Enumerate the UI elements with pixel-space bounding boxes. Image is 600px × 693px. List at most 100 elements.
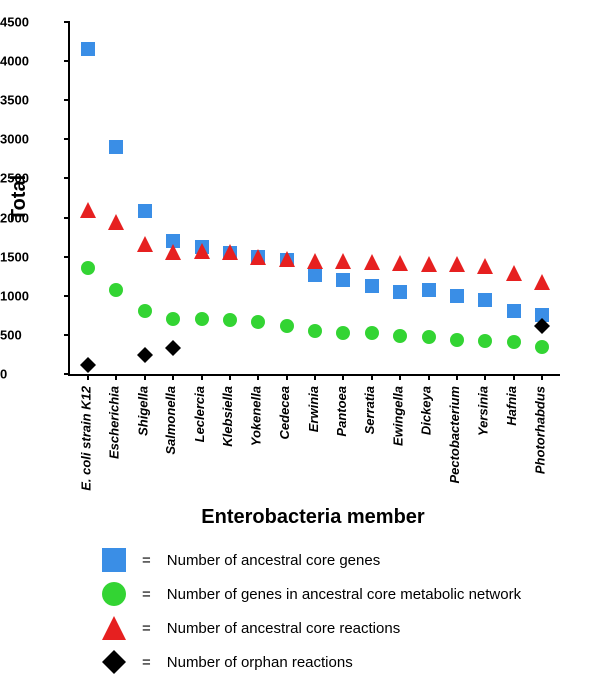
legend-label: Number of orphan reactions	[167, 654, 353, 671]
data-point	[534, 318, 550, 334]
page-root: Total Enterobacteria member =Number of a…	[0, 0, 600, 693]
legend-equals: =	[142, 620, 151, 637]
data-point	[534, 274, 550, 290]
x-tick-mark	[172, 374, 174, 380]
data-point	[307, 253, 323, 269]
x-tick-mark	[541, 374, 543, 380]
data-point	[280, 319, 294, 333]
legend-item: = Number of ancestral core reactions	[100, 614, 521, 642]
data-point	[137, 236, 153, 252]
y-tick-label: 0	[0, 367, 62, 382]
y-tick-label: 1500	[0, 249, 62, 264]
data-point	[165, 244, 181, 260]
y-tick-mark	[64, 334, 70, 336]
data-point	[535, 340, 549, 354]
x-tick-mark	[428, 374, 430, 380]
triangle-icon	[100, 614, 128, 642]
data-point	[365, 279, 379, 293]
data-point	[109, 283, 123, 297]
data-point	[450, 333, 464, 347]
x-tick-mark	[371, 374, 373, 380]
legend-equals: =	[142, 586, 151, 603]
x-tick-mark	[115, 374, 117, 380]
data-point	[308, 268, 322, 282]
data-point	[165, 340, 181, 356]
data-point	[393, 285, 407, 299]
y-tick-mark	[64, 217, 70, 219]
data-point	[138, 304, 152, 318]
legend-label: Number of ancestral core reactions	[167, 620, 400, 637]
data-point	[507, 335, 521, 349]
data-point	[137, 347, 153, 363]
x-tick-mark	[456, 374, 458, 380]
x-tick-mark	[484, 374, 486, 380]
y-tick-label: 2500	[0, 171, 62, 186]
data-point	[108, 214, 124, 230]
data-point	[80, 357, 96, 373]
data-point	[223, 313, 237, 327]
legend-label: Number of genes in ancestral core metabo…	[167, 586, 521, 603]
data-point	[449, 256, 465, 272]
data-point	[507, 304, 521, 318]
data-point	[506, 265, 522, 281]
data-point	[81, 261, 95, 275]
legend-item: = Number of ancestral core genes	[100, 546, 521, 574]
y-tick-label: 2000	[0, 210, 62, 225]
x-tick-mark	[87, 374, 89, 380]
y-tick-label: 3500	[0, 93, 62, 108]
circle-icon	[100, 580, 128, 608]
data-point	[450, 289, 464, 303]
data-point	[364, 254, 380, 270]
data-point	[477, 258, 493, 274]
legend-equals: =	[142, 552, 151, 569]
data-point	[251, 315, 265, 329]
square-icon	[100, 546, 128, 574]
data-point	[308, 324, 322, 338]
x-tick-mark	[229, 374, 231, 380]
chart-legend: = Number of ancestral core genes = Number o…	[100, 540, 521, 682]
data-point	[336, 273, 350, 287]
x-tick-mark	[286, 374, 288, 380]
data-point	[478, 334, 492, 348]
y-tick-mark	[64, 373, 70, 375]
data-point	[138, 204, 152, 218]
y-tick-mark	[64, 177, 70, 179]
data-point	[222, 244, 238, 260]
x-tick-mark	[201, 374, 203, 380]
data-point	[422, 283, 436, 297]
x-tick-mark	[399, 374, 401, 380]
x-tick-mark	[314, 374, 316, 380]
data-point	[166, 312, 180, 326]
y-tick-label: 3000	[0, 132, 62, 147]
y-tick-label: 4500	[0, 15, 62, 30]
x-tick-mark	[257, 374, 259, 380]
chart-plot-area	[68, 22, 560, 376]
data-point	[80, 202, 96, 218]
y-tick-mark	[64, 138, 70, 140]
y-tick-mark	[64, 295, 70, 297]
diamond-icon	[100, 648, 128, 676]
x-axis-label: Enterobacteria member	[201, 506, 424, 529]
legend-item: = Number of genes in ancestral core metab…	[100, 580, 521, 608]
data-point	[195, 312, 209, 326]
y-tick-mark	[64, 60, 70, 62]
legend-item: = Number of orphan reactions	[100, 648, 521, 676]
data-point	[422, 330, 436, 344]
data-point	[393, 329, 407, 343]
y-tick-label: 1000	[0, 288, 62, 303]
data-point	[279, 251, 295, 267]
y-tick-mark	[64, 21, 70, 23]
data-point	[194, 243, 210, 259]
data-point	[81, 42, 95, 56]
y-tick-label: 4000	[0, 54, 62, 69]
data-point	[336, 326, 350, 340]
data-point	[365, 326, 379, 340]
data-point	[478, 293, 492, 307]
data-point	[392, 255, 408, 271]
legend-label: Number of ancestral core genes	[167, 552, 380, 569]
legend-equals: =	[142, 654, 151, 671]
data-point	[109, 140, 123, 154]
data-point	[250, 249, 266, 265]
y-tick-mark	[64, 99, 70, 101]
x-tick-mark	[513, 374, 515, 380]
